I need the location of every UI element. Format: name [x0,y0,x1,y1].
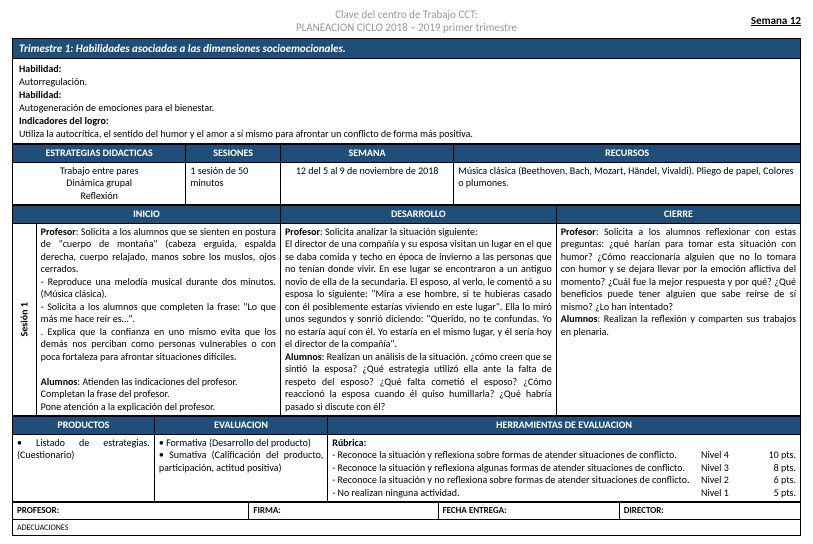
week-badge: Semana 12 [751,14,801,27]
cell-recursos: Música clásica (Beethoven, Bach, Mozart,… [454,162,801,205]
cell-desarrollo: Profesor: Solicita analizar la situación… [280,223,556,416]
cell-cierre: Profesor: Solicita a los alumnos reflexi… [556,223,800,416]
habilidad1-label: Habilidad: [19,62,794,75]
sig-director: DIRECTOR: [619,503,800,519]
strategies-table: ESTRATEGIAS DIDACTICAS SESIONES SEMANA R… [12,144,801,205]
indicadores-label: Indicadores del logro: [19,114,794,127]
header-line1: Clave del centro de Trabajo CCT: [12,8,801,21]
cell-inicio: Profesor: Solicita a los alumnos que se … [36,223,280,416]
header-line2: PLANEACION CICLO 2018 – 2019 primer trim… [12,21,801,34]
habilidad2-text: Autogeneración de emociones para el bien… [19,101,794,114]
cell-evaluacion: • Formativa (Desarrollo del producto) • … [154,434,327,502]
cell-sesiones: 1 sesión de 50 minutos [186,162,281,205]
signatures-table: PROFESOR: FIRMA: FECHA ENTREGA: DIRECTOR… [12,502,801,519]
h-evaluacion: EVALUACION [154,417,327,435]
h-recursos: RECURSOS [454,145,801,163]
rubric-row: - Reconoce la situación y no reflexiona … [332,474,796,487]
h-desarrollo: DESARROLLO [280,206,556,224]
h-productos: PRODUCTOS [13,417,155,435]
trimester-banner: Trimestre 1: Habilidades asociadas a las… [12,38,801,59]
h-estrategias: ESTRATEGIAS DIDACTICAS [13,145,186,163]
h-cierre: CIERRE [556,206,800,224]
h-sesiones: SESIONES [186,145,281,163]
rubric-row: - No realizan ninguna actividad.Nivel 15… [332,487,796,500]
cell-semana: 12 del 5 al 9 de noviembre de 2018 [280,162,453,205]
habilidad1-text: Autorregulación. [19,75,794,88]
h-herramientas: HERRAMIENTAS DE EVALUACION [328,417,801,435]
sig-firma: FIRMA: [249,503,438,519]
session-label: Sesión 1 [13,223,37,416]
habilidad2-label: Habilidad: [19,88,794,101]
cell-productos: • Listado de estrategias. (Cuestionario) [13,434,155,502]
h-semana: SEMANA [280,145,453,163]
indicadores-text: Utiliza la autocrítica, el sentido del h… [19,127,794,140]
rubric-row: - Reconoce la situación y reflexiona sob… [332,449,796,462]
sig-fecha: FECHA ENTREGA: [438,503,619,519]
products-table: PRODUCTOS EVALUACION HERRAMIENTAS DE EVA… [12,416,801,502]
cell-herramientas: Rúbrica: - Reconoce la situación y refle… [328,434,801,502]
cell-estrategias: Trabajo entre pares Dinámica grupal Refl… [13,162,186,205]
session-table: INICIO DESARROLLO CIERRE Sesión 1 Profes… [12,205,801,416]
h-inicio: INICIO [13,206,281,224]
adecuaciones-cell: ADECUACIONES [13,520,801,536]
doc-header: Clave del centro de Trabajo CCT: PLANEAC… [12,8,801,34]
sig-profesor: PROFESOR: [13,503,249,519]
footer-table: ADECUACIONES [12,520,801,536]
habilidad-box: Habilidad: Autorregulación. Habilidad: A… [12,59,801,144]
